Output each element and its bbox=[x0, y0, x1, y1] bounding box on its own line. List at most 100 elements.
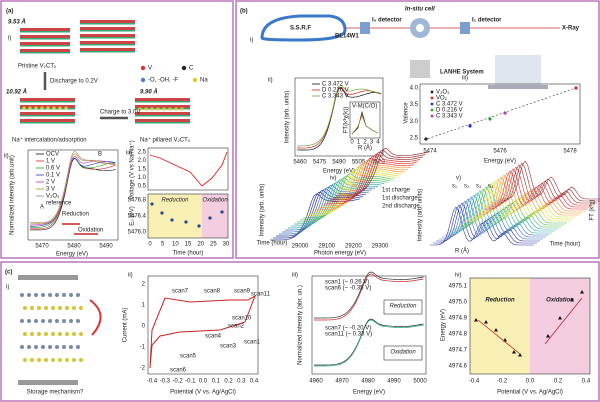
y-tick-label: 1 bbox=[142, 303, 146, 309]
legend-label: reference bbox=[46, 201, 72, 207]
region-label: Reduction bbox=[161, 198, 189, 204]
point bbox=[424, 137, 428, 141]
atom bbox=[62, 293, 66, 297]
legend-label: -O, -OH, -F bbox=[148, 78, 178, 84]
y-tick-label: 3.0 bbox=[410, 119, 419, 125]
x-tick-label: 4960 bbox=[309, 379, 323, 385]
x-tick-label: 20 bbox=[197, 242, 204, 248]
scan-label: scan8 bbox=[204, 289, 221, 295]
ft-curve bbox=[471, 178, 576, 218]
x-tick-label: 0.4 bbox=[250, 379, 259, 385]
layer bbox=[20, 101, 75, 103]
x-tick-label: 0.2 bbox=[224, 379, 233, 385]
reduction-shade bbox=[148, 194, 202, 238]
axis-label: Intensity (arb. units) bbox=[260, 184, 266, 237]
atom bbox=[23, 358, 27, 362]
spectrum bbox=[332, 151, 424, 199]
legend-label: scan1 (~ 0.26 V) bbox=[325, 280, 369, 286]
subpanel-label: iii) bbox=[462, 76, 468, 82]
atom bbox=[76, 345, 80, 349]
y-tick-label: 2 bbox=[142, 282, 146, 288]
x-tick-label: 29300 bbox=[372, 244, 389, 250]
atom bbox=[76, 293, 80, 297]
x-tick-label: 0.2 bbox=[554, 379, 563, 385]
subpanel-label: iii) bbox=[292, 273, 298, 279]
atom bbox=[41, 345, 45, 349]
atom bbox=[23, 332, 27, 336]
inset-frame bbox=[383, 345, 423, 361]
x-tick-label: 5505 bbox=[352, 160, 366, 166]
axis-label: Energy (eV) bbox=[323, 169, 355, 175]
axis-label: Energy (eV) bbox=[353, 390, 385, 396]
layer bbox=[135, 115, 190, 117]
axis-label: Intensity (arb. units) bbox=[285, 91, 291, 144]
atom bbox=[34, 345, 38, 349]
legend-label: scan7 (~ -0.20 V) bbox=[325, 326, 371, 332]
region-label: Reduction bbox=[485, 298, 515, 304]
curve bbox=[29, 153, 116, 225]
x-tick-label: 3 bbox=[370, 140, 374, 146]
na-ion bbox=[174, 107, 178, 111]
atom bbox=[30, 306, 34, 310]
axis-label: Time (hour) bbox=[550, 242, 581, 248]
point bbox=[208, 216, 212, 220]
layer bbox=[20, 119, 75, 122]
layer bbox=[20, 28, 70, 31]
legend-label: C 3.472 V bbox=[322, 82, 349, 88]
curve bbox=[149, 294, 256, 369]
layer bbox=[20, 45, 70, 47]
x-tick-label: 0.1 bbox=[212, 379, 221, 385]
atom bbox=[58, 306, 62, 310]
oxidation-shade bbox=[530, 278, 590, 374]
x-tick-label: 0 bbox=[350, 140, 354, 146]
legend-dot bbox=[181, 65, 187, 71]
layer bbox=[20, 122, 75, 124]
ft-curve bbox=[489, 166, 594, 206]
annotation: Reduction bbox=[62, 212, 89, 218]
legend-label: VO₂ bbox=[436, 96, 448, 102]
y-tick-label: 2.0 bbox=[138, 158, 147, 164]
x-tick-label: 1 bbox=[357, 140, 361, 146]
x-tick-label: -0.4 bbox=[147, 379, 158, 385]
caption: Pristine V₂CTₓ bbox=[18, 64, 56, 70]
atom bbox=[58, 358, 62, 362]
x-tick-label: -0.2 bbox=[497, 379, 508, 385]
legend-label: Na bbox=[200, 78, 208, 84]
layer bbox=[20, 38, 70, 40]
battery-system bbox=[410, 60, 430, 78]
electrode bbox=[18, 380, 78, 385]
spectrum bbox=[284, 184, 376, 231]
spectrum bbox=[296, 177, 388, 223]
atom bbox=[51, 332, 55, 336]
y-tick-label: 5476.4 bbox=[128, 214, 147, 220]
point bbox=[512, 350, 516, 354]
layer bbox=[80, 27, 135, 30]
stage-label: 1st discharge bbox=[382, 196, 418, 202]
x-tick-label: 25 bbox=[210, 242, 217, 248]
ft-curve bbox=[459, 186, 564, 226]
scan-label: scan10 bbox=[232, 316, 252, 322]
legend-label: 2 V bbox=[46, 180, 55, 186]
spacing: 9.53 Å bbox=[8, 19, 26, 26]
x-tick-label: 4990 bbox=[387, 379, 401, 385]
na-ion bbox=[150, 107, 154, 111]
ft-curve bbox=[492, 164, 597, 204]
plot-frame bbox=[147, 193, 229, 239]
curve bbox=[29, 157, 116, 227]
point bbox=[220, 210, 224, 214]
y-tick-label: 4975.1 bbox=[449, 284, 468, 290]
peak-label: s₂ bbox=[464, 184, 470, 190]
atom bbox=[48, 345, 52, 349]
point bbox=[160, 211, 164, 215]
spectrum bbox=[281, 186, 373, 233]
ft-curve bbox=[495, 162, 600, 202]
atom bbox=[51, 358, 55, 362]
point bbox=[488, 117, 492, 121]
y-tick-label: 4.0 bbox=[410, 86, 419, 92]
scan-label: scan1 bbox=[244, 340, 261, 346]
x-tick-label: 5470 bbox=[35, 244, 49, 250]
spectrum bbox=[308, 168, 400, 215]
layer bbox=[20, 31, 70, 33]
peak-label: s₁ bbox=[452, 184, 457, 190]
